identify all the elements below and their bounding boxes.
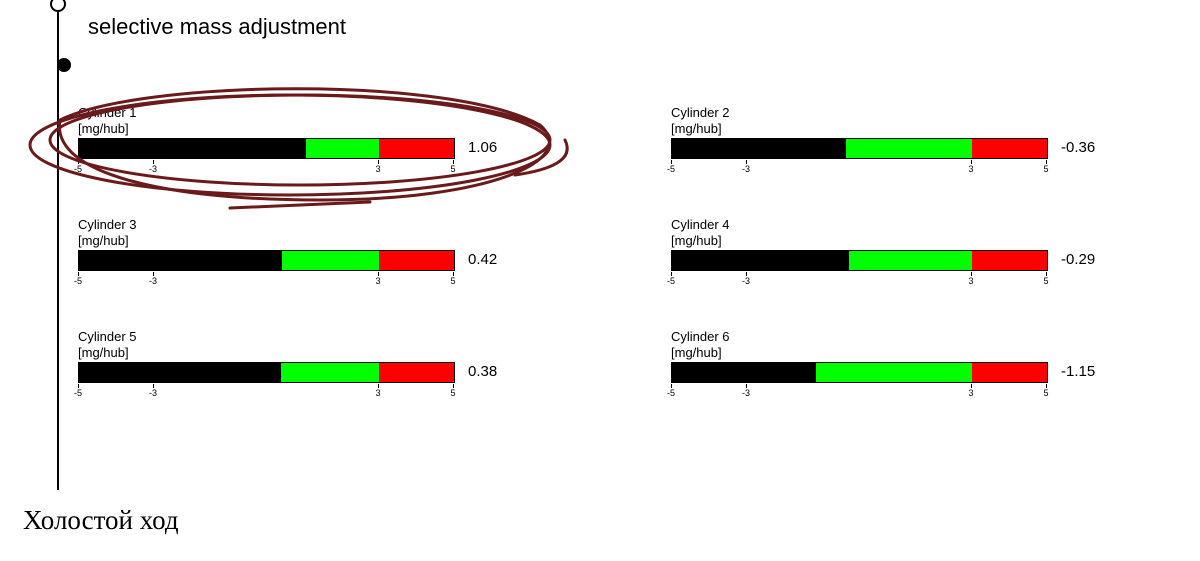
gauge-5: Cylinder 5[mg/hub]-5-3350.38 xyxy=(78,329,548,396)
tick-label: 3 xyxy=(968,164,973,174)
gauge-1: Cylinder 1[mg/hub]-5-3351.06 xyxy=(78,105,548,172)
tick-label: -3 xyxy=(149,388,157,398)
gauge-3: Cylinder 3[mg/hub]-5-3350.42 xyxy=(78,217,548,284)
gauge-unit: [mg/hub] xyxy=(78,233,129,248)
page-title: selective mass adjustment xyxy=(88,14,346,40)
gauge-label: Cylinder 3[mg/hub] xyxy=(78,217,548,248)
tick-label: -5 xyxy=(74,276,82,286)
gauge-name: Cylinder 4 xyxy=(671,217,730,232)
gauge-label: Cylinder 5[mg/hub] xyxy=(78,329,548,360)
gauge-unit: [mg/hub] xyxy=(78,121,129,136)
gauge-ticks: -5-335 xyxy=(671,384,1046,396)
gauge-ticks: -5-335 xyxy=(78,160,453,172)
tick-label: -5 xyxy=(667,388,675,398)
tick-label: -3 xyxy=(742,388,750,398)
gauge-unit: [mg/hub] xyxy=(671,233,722,248)
gauge-indicator xyxy=(672,139,846,158)
tick-label: 5 xyxy=(450,276,455,286)
gauge-ticks: -5-335 xyxy=(78,272,453,284)
tick-label: -3 xyxy=(742,164,750,174)
gauge-indicator xyxy=(79,251,282,270)
tick-label: -5 xyxy=(74,388,82,398)
tick-label: -5 xyxy=(667,164,675,174)
gauge-indicator xyxy=(79,363,281,382)
gauge-bar xyxy=(671,250,1048,271)
tick-label: 3 xyxy=(375,388,380,398)
sidebar-divider xyxy=(57,0,59,490)
tick-label: -3 xyxy=(149,164,157,174)
tick-label: 5 xyxy=(450,388,455,398)
gauge-label: Cylinder 1[mg/hub] xyxy=(78,105,548,136)
tick-label: -5 xyxy=(74,164,82,174)
gauge-2: Cylinder 2[mg/hub]-5-335-0.36 xyxy=(671,105,1141,172)
gauge-indicator xyxy=(672,363,816,382)
gauge-label: Cylinder 4[mg/hub] xyxy=(671,217,1141,248)
gauge-ticks: -5-335 xyxy=(78,384,453,396)
gauge-bar xyxy=(78,250,455,271)
tick-label: 3 xyxy=(968,276,973,286)
gauge-value: -1.15 xyxy=(1061,363,1200,380)
gauge-bar xyxy=(78,362,455,383)
tick-label: 5 xyxy=(1043,276,1048,286)
gauge-name: Cylinder 1 xyxy=(78,105,137,120)
tick-label: 5 xyxy=(1043,388,1048,398)
gauge-unit: [mg/hub] xyxy=(671,345,722,360)
gauge-6: Cylinder 6[mg/hub]-5-335-1.15 xyxy=(671,329,1141,396)
gauge-unit: [mg/hub] xyxy=(78,345,129,360)
tick-label: 3 xyxy=(375,276,380,286)
gauge-ticks: -5-335 xyxy=(671,272,1046,284)
tick-label: -5 xyxy=(667,276,675,286)
gauge-label: Cylinder 6[mg/hub] xyxy=(671,329,1141,360)
gauge-indicator xyxy=(672,251,849,270)
gauge-value: 0.42 xyxy=(468,251,608,268)
gauge-bar xyxy=(78,138,455,159)
gauge-value: 0.38 xyxy=(468,363,608,380)
tick-label: -3 xyxy=(149,276,157,286)
gauge-ticks: -5-335 xyxy=(671,160,1046,172)
tree-node-filled-icon xyxy=(57,58,71,72)
gauge-label: Cylinder 2[mg/hub] xyxy=(671,105,1141,136)
gauge-value: 1.06 xyxy=(468,139,608,156)
gauge-name: Cylinder 2 xyxy=(671,105,730,120)
tick-label: -3 xyxy=(742,276,750,286)
gauge-value: -0.36 xyxy=(1061,139,1200,156)
gauge-bar xyxy=(671,362,1048,383)
tick-label: 5 xyxy=(450,164,455,174)
tree-node-open-icon xyxy=(50,0,66,12)
gauge-4: Cylinder 4[mg/hub]-5-335-0.29 xyxy=(671,217,1141,284)
gauge-unit: [mg/hub] xyxy=(671,121,722,136)
gauge-name: Cylinder 5 xyxy=(78,329,137,344)
tick-label: 3 xyxy=(968,388,973,398)
gauge-name: Cylinder 3 xyxy=(78,217,137,232)
tick-label: 5 xyxy=(1043,164,1048,174)
footer-caption: Холостой ход xyxy=(23,505,179,536)
tick-label: 3 xyxy=(375,164,380,174)
gauge-bar xyxy=(671,138,1048,159)
gauge-name: Cylinder 6 xyxy=(671,329,730,344)
gauge-indicator xyxy=(79,139,306,158)
gauge-value: -0.29 xyxy=(1061,251,1200,268)
